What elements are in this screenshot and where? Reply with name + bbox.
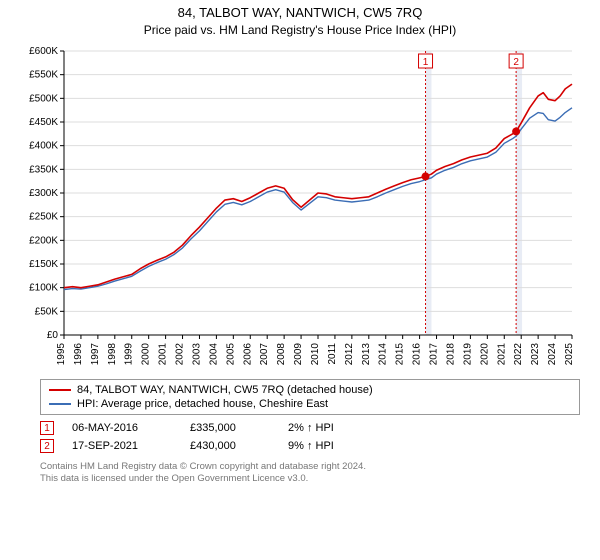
footer: Contains HM Land Registry data © Crown c… [40, 461, 580, 486]
svg-text:2006: 2006 [242, 343, 253, 366]
svg-text:2001: 2001 [158, 343, 169, 366]
svg-text:2019: 2019 [462, 343, 473, 366]
svg-text:1: 1 [423, 57, 429, 68]
sale-row: 1 06-MAY-2016 £335,000 2% ↑ HPI [40, 419, 580, 437]
svg-text:2015: 2015 [395, 343, 406, 366]
svg-text:2003: 2003 [191, 343, 202, 366]
svg-text:2010: 2010 [310, 343, 321, 366]
legend-label: 84, TALBOT WAY, NANTWICH, CW5 7RQ (detac… [77, 384, 373, 396]
sale-badge: 1 [40, 421, 54, 435]
legend-item: 84, TALBOT WAY, NANTWICH, CW5 7RQ (detac… [49, 383, 571, 397]
svg-text:£100K: £100K [29, 283, 58, 294]
sale-delta: 2% ↑ HPI [288, 422, 368, 434]
price-chart: £0 £50K £100K £150K £200K £250K £300K £350K £400… [20, 43, 580, 373]
sale-delta: 9% ↑ HPI [288, 440, 368, 452]
svg-text:£50K: £50K [35, 306, 59, 317]
svg-text:£400K: £400K [29, 141, 58, 152]
svg-text:2013: 2013 [361, 343, 372, 366]
svg-text:2007: 2007 [259, 343, 270, 366]
sale-date: 17-SEP-2021 [72, 440, 172, 452]
legend: 84, TALBOT WAY, NANTWICH, CW5 7RQ (detac… [40, 379, 580, 415]
svg-text:2025: 2025 [564, 343, 575, 366]
svg-text:2018: 2018 [445, 343, 456, 366]
svg-text:2009: 2009 [293, 343, 304, 366]
svg-text:£600K: £600K [29, 46, 58, 57]
svg-text:2005: 2005 [225, 343, 236, 366]
footer-line: Contains HM Land Registry data © Crown c… [40, 461, 580, 473]
svg-text:£250K: £250K [29, 212, 58, 223]
legend-swatch [49, 389, 71, 391]
svg-text:2000: 2000 [141, 343, 152, 366]
svg-text:£300K: £300K [29, 188, 58, 199]
svg-text:2023: 2023 [530, 343, 541, 366]
svg-text:1999: 1999 [124, 343, 135, 366]
svg-text:1996: 1996 [73, 343, 84, 366]
svg-text:1997: 1997 [90, 343, 101, 366]
svg-text:2002: 2002 [175, 343, 186, 366]
svg-text:£150K: £150K [29, 259, 58, 270]
sale-price: £335,000 [190, 422, 270, 434]
svg-text:1998: 1998 [107, 343, 118, 366]
svg-text:£0: £0 [47, 330, 59, 341]
svg-text:£550K: £550K [29, 70, 58, 81]
chart-subtitle: Price paid vs. HM Land Registry's House … [0, 20, 600, 43]
svg-text:2012: 2012 [344, 343, 355, 366]
svg-text:2016: 2016 [412, 343, 423, 366]
legend-swatch [49, 403, 71, 405]
svg-text:1995: 1995 [56, 343, 67, 366]
sale-row: 2 17-SEP-2021 £430,000 9% ↑ HPI [40, 437, 580, 455]
chart-title: 84, TALBOT WAY, NANTWICH, CW5 7RQ [0, 0, 600, 20]
legend-item: HPI: Average price, detached house, Ches… [49, 397, 571, 411]
sale-date: 06-MAY-2016 [72, 422, 172, 434]
svg-text:2022: 2022 [513, 343, 524, 366]
sale-badge: 2 [40, 439, 54, 453]
legend-label: HPI: Average price, detached house, Ches… [77, 398, 328, 410]
svg-text:2011: 2011 [327, 343, 338, 365]
sales-table: 1 06-MAY-2016 £335,000 2% ↑ HPI 2 17-SEP… [40, 419, 580, 455]
sale-price: £430,000 [190, 440, 270, 452]
svg-text:2021: 2021 [496, 343, 507, 366]
svg-text:2004: 2004 [208, 343, 219, 366]
svg-text:£500K: £500K [29, 93, 58, 104]
footer-line: This data is licensed under the Open Gov… [40, 473, 580, 485]
svg-text:2020: 2020 [479, 343, 490, 366]
svg-text:2: 2 [513, 57, 519, 68]
svg-text:2014: 2014 [378, 343, 389, 366]
svg-text:£200K: £200K [29, 235, 58, 246]
svg-text:2017: 2017 [429, 343, 440, 366]
svg-text:£450K: £450K [29, 117, 58, 128]
svg-text:2008: 2008 [276, 343, 287, 366]
svg-text:£350K: £350K [29, 164, 58, 175]
svg-text:2024: 2024 [547, 343, 558, 366]
